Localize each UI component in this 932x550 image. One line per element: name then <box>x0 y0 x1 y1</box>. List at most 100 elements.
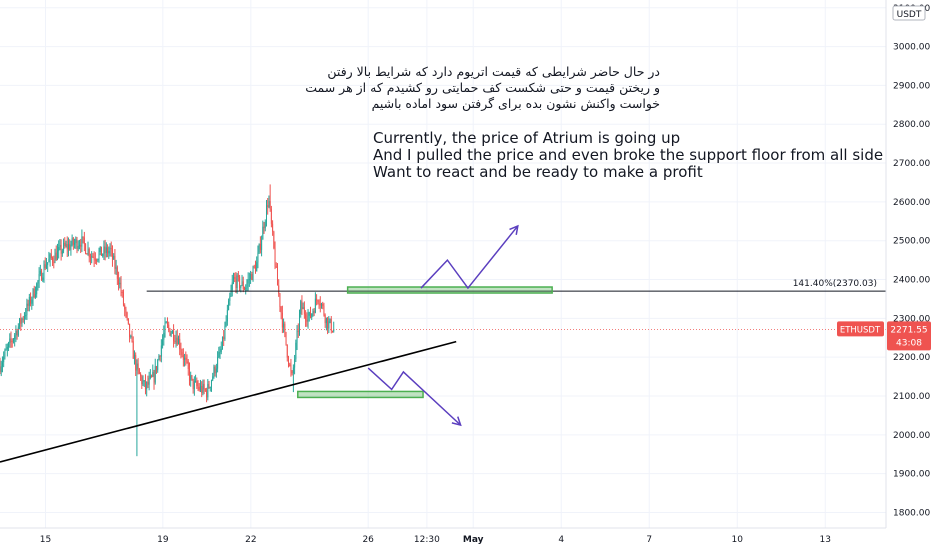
candle-body <box>74 243 76 245</box>
candle-body <box>184 357 186 360</box>
candle-body <box>196 381 198 386</box>
candle-body <box>0 364 1 372</box>
candle-body <box>140 373 142 377</box>
candle-body <box>173 330 175 341</box>
candle-body <box>37 281 39 284</box>
candle-body <box>160 345 162 357</box>
candle-body <box>248 279 250 281</box>
candle-body <box>31 299 33 304</box>
candle-body <box>250 274 252 280</box>
price-axis[interactable]: 1800.00 1900.00 2000.00 2100.00 2200.00 2300.… <box>885 0 932 528</box>
arrow-head <box>451 416 462 427</box>
candle-body <box>170 333 172 336</box>
candle-body <box>52 257 54 262</box>
candle-body <box>251 274 253 280</box>
currency-label: USDT <box>897 10 922 20</box>
candle-body <box>261 239 263 250</box>
candle-body <box>111 249 113 260</box>
candle-body <box>42 277 44 281</box>
candle-body <box>105 247 107 253</box>
candle-body <box>124 305 126 310</box>
candle-body <box>76 239 78 249</box>
candle-body <box>217 357 219 369</box>
candle-body <box>236 275 238 288</box>
candle-body <box>270 209 272 224</box>
candle-body <box>109 248 111 251</box>
candle-body <box>254 266 256 272</box>
candle-body <box>257 252 259 263</box>
candle-body <box>175 337 177 342</box>
price-tick-label: 2700.00 <box>893 159 930 169</box>
candle-body <box>16 330 18 336</box>
candle-body <box>121 291 123 293</box>
candle-body <box>309 312 311 318</box>
candle-body <box>151 375 153 377</box>
candle-body <box>153 371 155 383</box>
candle-body <box>232 277 234 283</box>
candle-body <box>264 221 266 229</box>
candle-body <box>259 243 261 250</box>
candle-body <box>38 274 40 282</box>
symbol-tag[interactable]: ETHUSDT <box>837 321 884 337</box>
candle-body <box>25 315 27 317</box>
candle-body <box>104 246 106 253</box>
candle-body <box>4 350 6 357</box>
candle-body <box>60 244 62 254</box>
fib-level-label: 141.40%(2370.03) <box>793 279 877 289</box>
candle-body <box>114 255 116 269</box>
candle-body <box>87 248 89 255</box>
bar-countdown: 43:08 <box>896 338 922 348</box>
candle-body <box>152 371 154 377</box>
candle-body <box>168 324 170 329</box>
candle-body <box>273 231 275 248</box>
candle-body <box>179 338 181 350</box>
candle-body <box>221 336 223 350</box>
persian-annotation-line: و ریختن قیمت و حتی شکست کف حمایتی رو کشی… <box>305 80 660 95</box>
candle-body <box>305 314 307 320</box>
candle-body <box>176 337 178 345</box>
price-tick-label: 2200.00 <box>893 353 930 363</box>
candle-body <box>213 366 215 377</box>
candle-body <box>148 377 150 385</box>
candle-body <box>80 244 82 247</box>
candle-body <box>143 380 145 382</box>
candle-body <box>103 246 105 255</box>
candle-body <box>252 266 254 280</box>
candle-body <box>61 250 63 254</box>
candle-body <box>67 244 69 250</box>
chart-grid <box>0 0 886 528</box>
time-axis[interactable]: 15 19 22 26 12:30 May 4 7 10 13 <box>0 527 932 550</box>
candle-body <box>85 244 87 254</box>
bullish-path-arrow <box>420 225 519 290</box>
candle-body <box>290 364 292 372</box>
price-tick-label: 2500.00 <box>893 237 930 247</box>
candle-body <box>88 248 90 258</box>
candle-body <box>34 294 36 298</box>
time-tick-label: 12:30 <box>414 535 440 545</box>
candle-body <box>263 226 265 229</box>
candle-body <box>113 255 115 260</box>
candle-body <box>311 313 313 318</box>
candle-body <box>131 335 133 342</box>
candle-body <box>333 329 335 332</box>
candle-body <box>110 248 112 250</box>
candle-body <box>43 264 45 278</box>
candle-body <box>329 318 331 322</box>
candle-body <box>218 352 220 358</box>
candle-body <box>19 318 21 327</box>
candle-body <box>278 285 280 294</box>
candle-body <box>274 247 276 267</box>
last-price-tag: 2271.55 43:08 <box>887 321 931 351</box>
candle-body <box>234 277 236 279</box>
candle-body <box>70 245 72 250</box>
candle-body <box>295 342 297 360</box>
candle-body <box>281 312 283 328</box>
candle-body <box>71 238 73 246</box>
candle-body <box>1 362 3 367</box>
candle-body <box>225 321 227 326</box>
last-price-value: 2271.55 <box>890 325 927 335</box>
candle-body <box>291 371 293 374</box>
candle-body <box>181 352 183 356</box>
candle-body <box>279 293 281 308</box>
